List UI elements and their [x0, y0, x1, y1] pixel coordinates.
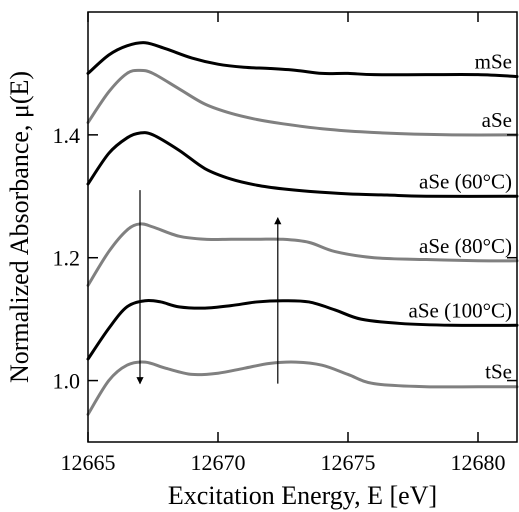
- x-tick-label: 12670: [191, 450, 246, 475]
- series-line-mse: [86, 41, 519, 78]
- series-label-ase-80-c: aSe (80°C): [419, 234, 512, 258]
- x-tick-label: 12665: [61, 450, 116, 475]
- tick-layer: 12665 12670 12675 12680 1.0 1.2 1.4: [53, 12, 517, 475]
- series-label-ase-100-c: aSe (100°C): [409, 298, 512, 322]
- series-line-ase-80-c: [86, 222, 519, 287]
- x-tick-label: 12680: [451, 450, 506, 475]
- y-tick-label: 1.2: [53, 246, 81, 271]
- series-line-ase-60-c: [86, 131, 519, 198]
- y-tick-label: 1.4: [53, 123, 81, 148]
- x-tick-label: 12675: [321, 450, 376, 475]
- series-label-ase-60-c: aSe (60°C): [419, 169, 512, 193]
- x-axis-title: Excitation Energy, E [eV]: [168, 481, 437, 510]
- series-label-layer: mSe aSe aSe (60°C) aSe (80°C) aSe (100°C) tSe: [409, 50, 512, 384]
- series-line-tse: [86, 360, 519, 416]
- annotation-layer: [136, 190, 282, 385]
- series-layer: [86, 41, 519, 416]
- y-axis-title: Normalized Absorbance, μ(E): [5, 71, 34, 383]
- series-line-ase-100-c: [86, 298, 519, 361]
- series-label-ase: aSe: [482, 108, 512, 132]
- series-line-ase: [86, 68, 519, 137]
- plot-frame: [87, 11, 518, 443]
- y-tick-label: 1.0: [53, 369, 81, 394]
- series-label-mse: mSe: [475, 50, 512, 74]
- series-label-tse: tSe: [485, 360, 512, 384]
